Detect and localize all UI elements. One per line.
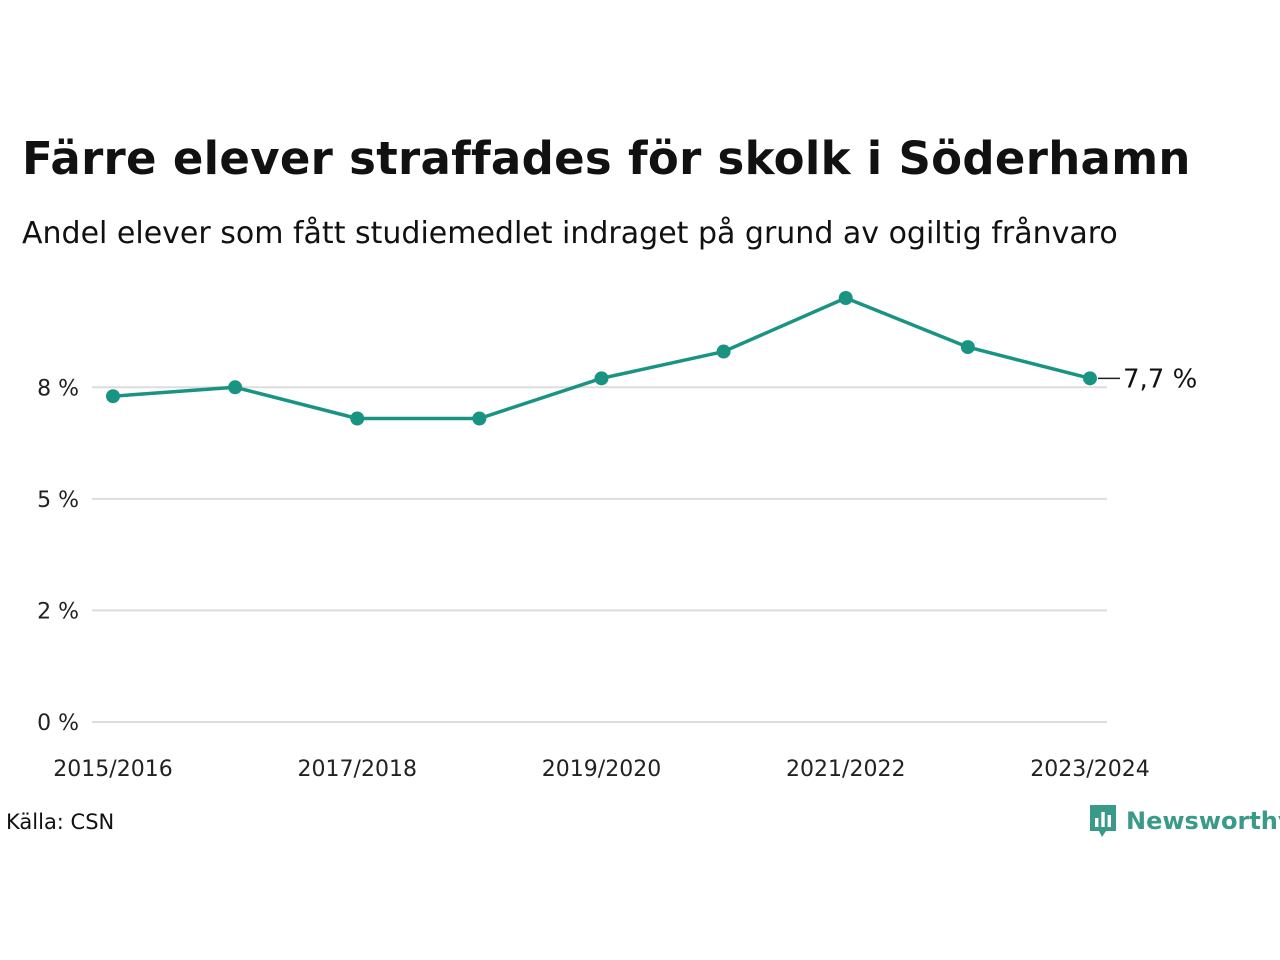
end-value-annotation: 7,7 % (1098, 364, 1197, 394)
x-tick-label: 2019/2020 (542, 757, 661, 782)
source-note: Källa: CSN (6, 810, 115, 834)
x-axis-ticks: 2015/2016 2017/2018 2019/2020 2021/2022 2023… (53, 757, 1149, 782)
data-series (106, 291, 1097, 426)
newsworthy-logo-icon (1090, 805, 1116, 837)
data-point (1083, 371, 1097, 386)
x-tick-label: 2017/2018 (298, 757, 417, 782)
data-point (472, 411, 487, 426)
data-point (350, 411, 365, 426)
y-tick-label: 8 % (37, 376, 79, 401)
data-point (228, 380, 243, 395)
brand-logo: Newsworthy (1088, 803, 1280, 839)
data-point (106, 389, 120, 404)
chart-title: Färre elever straffades för skolk i Söde… (22, 132, 1191, 185)
end-value-label: 7,7 % (1123, 364, 1197, 394)
y-tick-label: 0 % (37, 711, 79, 736)
data-point (594, 371, 609, 386)
x-tick-label: 2015/2016 (53, 757, 172, 782)
brand-name: Newsworthy (1126, 807, 1280, 835)
grid-lines (92, 386, 1107, 723)
data-point (716, 344, 731, 359)
y-tick-label: 5 % (37, 488, 79, 513)
chart-subtitle: Andel elever som fått studiemedlet indra… (22, 216, 1118, 251)
y-tick-label: 2 % (37, 599, 79, 624)
x-tick-label: 2023/2024 (1030, 757, 1149, 782)
series-line (111, 296, 1092, 421)
y-axis-ticks: 0 % 2 % 5 % 8 % (37, 376, 79, 736)
data-point (960, 340, 975, 355)
x-tick-label: 2021/2022 (786, 757, 905, 782)
data-point (838, 291, 853, 305)
